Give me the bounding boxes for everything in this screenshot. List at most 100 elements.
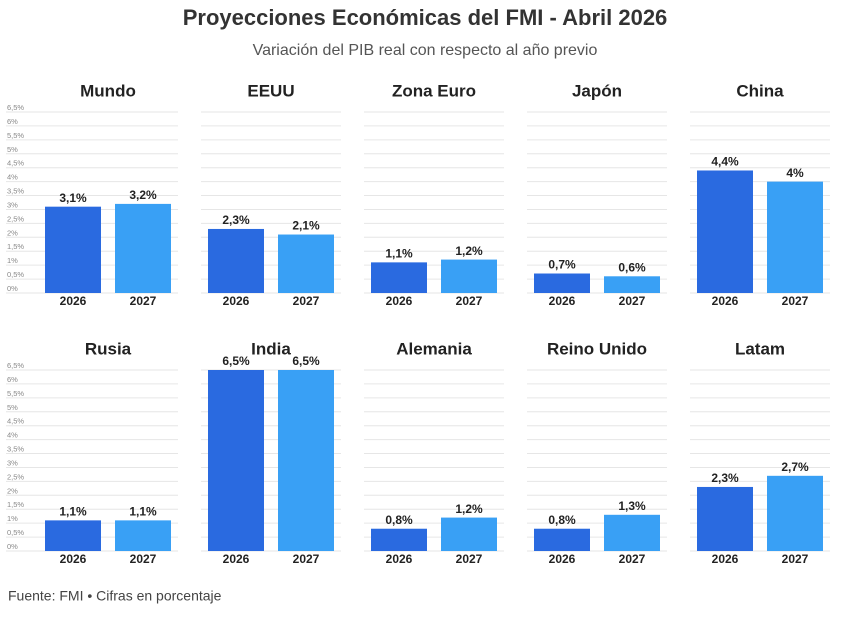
value-label: 1,2% bbox=[455, 244, 483, 258]
source-note: Fuente: FMI • Cifras en porcentaje bbox=[8, 588, 222, 604]
x-tick-label: 2026 bbox=[223, 552, 250, 566]
x-tick-label: 2027 bbox=[130, 294, 157, 308]
x-tick-label: 2027 bbox=[782, 294, 809, 308]
y-tick-label: 1% bbox=[7, 514, 18, 523]
y-tick-label: 0,5% bbox=[7, 528, 24, 537]
y-tick-label: 3% bbox=[7, 200, 18, 209]
y-tick-label: 1% bbox=[7, 256, 18, 265]
x-tick-label: 2026 bbox=[549, 552, 576, 566]
y-tick-label: 6% bbox=[7, 117, 18, 126]
x-tick-label: 2027 bbox=[293, 294, 320, 308]
value-label: 1,1% bbox=[59, 505, 87, 519]
y-tick-label: 6% bbox=[7, 375, 18, 384]
y-tick-label: 3% bbox=[7, 458, 18, 467]
panel-title: India bbox=[251, 339, 291, 358]
y-tick-label: 4% bbox=[7, 173, 18, 182]
value-label: 0,8% bbox=[385, 513, 413, 527]
y-tick-label: 2,5% bbox=[7, 472, 24, 481]
value-label: 1,1% bbox=[129, 505, 157, 519]
value-label: 2,3% bbox=[222, 213, 250, 227]
panel-title: Japón bbox=[572, 81, 622, 100]
bar bbox=[278, 234, 334, 293]
bar bbox=[441, 517, 497, 551]
y-tick-label: 0,5% bbox=[7, 270, 24, 279]
bar bbox=[697, 170, 753, 293]
x-tick-label: 2026 bbox=[223, 294, 250, 308]
y-tick-label: 5% bbox=[7, 145, 18, 154]
y-tick-label: 0% bbox=[7, 542, 18, 551]
x-tick-label: 2026 bbox=[386, 552, 413, 566]
x-tick-label: 2027 bbox=[782, 552, 809, 566]
bar bbox=[604, 514, 660, 551]
bar bbox=[767, 181, 823, 293]
bar bbox=[534, 273, 590, 293]
x-tick-label: 2027 bbox=[619, 294, 646, 308]
panel-title: Reino Unido bbox=[547, 339, 647, 358]
value-label: 2,7% bbox=[781, 460, 809, 474]
bar bbox=[278, 370, 334, 551]
bar bbox=[697, 486, 753, 551]
bar bbox=[441, 259, 497, 293]
chart-subtitle: Variación del PIB real con respecto al a… bbox=[253, 42, 598, 59]
panel-title: Latam bbox=[735, 339, 785, 358]
bar bbox=[604, 276, 660, 293]
bar bbox=[115, 203, 171, 293]
y-tick-label: 2,5% bbox=[7, 214, 24, 223]
y-tick-label: 5,5% bbox=[7, 389, 24, 398]
value-label: 1,2% bbox=[455, 502, 483, 516]
value-label: 2,1% bbox=[292, 219, 320, 233]
x-tick-label: 2026 bbox=[60, 294, 87, 308]
bar bbox=[208, 370, 264, 551]
chart-title: Proyecciones Económicas del FMI - Abril … bbox=[183, 5, 668, 30]
y-tick-label: 2% bbox=[7, 228, 18, 237]
bar bbox=[45, 206, 101, 293]
value-label: 1,1% bbox=[385, 247, 413, 261]
y-tick-label: 6,5% bbox=[7, 361, 24, 370]
bar bbox=[371, 528, 427, 551]
x-tick-label: 2027 bbox=[293, 552, 320, 566]
y-tick-label: 5,5% bbox=[7, 131, 24, 140]
panel-title: Rusia bbox=[85, 339, 132, 358]
x-tick-label: 2026 bbox=[386, 294, 413, 308]
value-label: 6,5% bbox=[222, 354, 250, 368]
panel-title: Alemania bbox=[396, 339, 472, 358]
x-tick-label: 2027 bbox=[456, 552, 483, 566]
y-tick-label: 5% bbox=[7, 403, 18, 412]
value-label: 4% bbox=[786, 166, 804, 180]
value-label: 0,6% bbox=[618, 260, 646, 274]
bar bbox=[767, 475, 823, 551]
x-tick-label: 2026 bbox=[712, 552, 739, 566]
y-tick-label: 3,5% bbox=[7, 187, 24, 196]
y-tick-label: 1,5% bbox=[7, 242, 24, 251]
x-tick-label: 2026 bbox=[60, 552, 87, 566]
x-tick-label: 2027 bbox=[456, 294, 483, 308]
panel-title: Zona Euro bbox=[392, 81, 476, 100]
x-tick-label: 2027 bbox=[619, 552, 646, 566]
value-label: 2,3% bbox=[711, 471, 739, 485]
bar bbox=[371, 262, 427, 293]
value-label: 3,1% bbox=[59, 191, 87, 205]
value-label: 3,2% bbox=[129, 188, 157, 202]
value-label: 0,7% bbox=[548, 258, 576, 272]
value-label: 6,5% bbox=[292, 354, 320, 368]
y-tick-label: 4,5% bbox=[7, 417, 24, 426]
x-tick-label: 2026 bbox=[712, 294, 739, 308]
y-tick-label: 4,5% bbox=[7, 159, 24, 168]
value-label: 0,8% bbox=[548, 513, 576, 527]
y-tick-label: 3,5% bbox=[7, 445, 24, 454]
y-tick-label: 6,5% bbox=[7, 103, 24, 112]
y-tick-label: 2% bbox=[7, 486, 18, 495]
value-label: 4,4% bbox=[711, 155, 739, 169]
y-tick-label: 0% bbox=[7, 284, 18, 293]
value-label: 1,3% bbox=[618, 499, 646, 513]
panel-title: China bbox=[736, 81, 784, 100]
y-tick-label: 4% bbox=[7, 431, 18, 440]
bar bbox=[208, 228, 264, 293]
bar bbox=[115, 520, 171, 551]
bar bbox=[45, 520, 101, 551]
panel-title: EEUU bbox=[247, 81, 294, 100]
y-tick-label: 1,5% bbox=[7, 500, 24, 509]
panel-title: Mundo bbox=[80, 81, 136, 100]
bar bbox=[534, 528, 590, 551]
